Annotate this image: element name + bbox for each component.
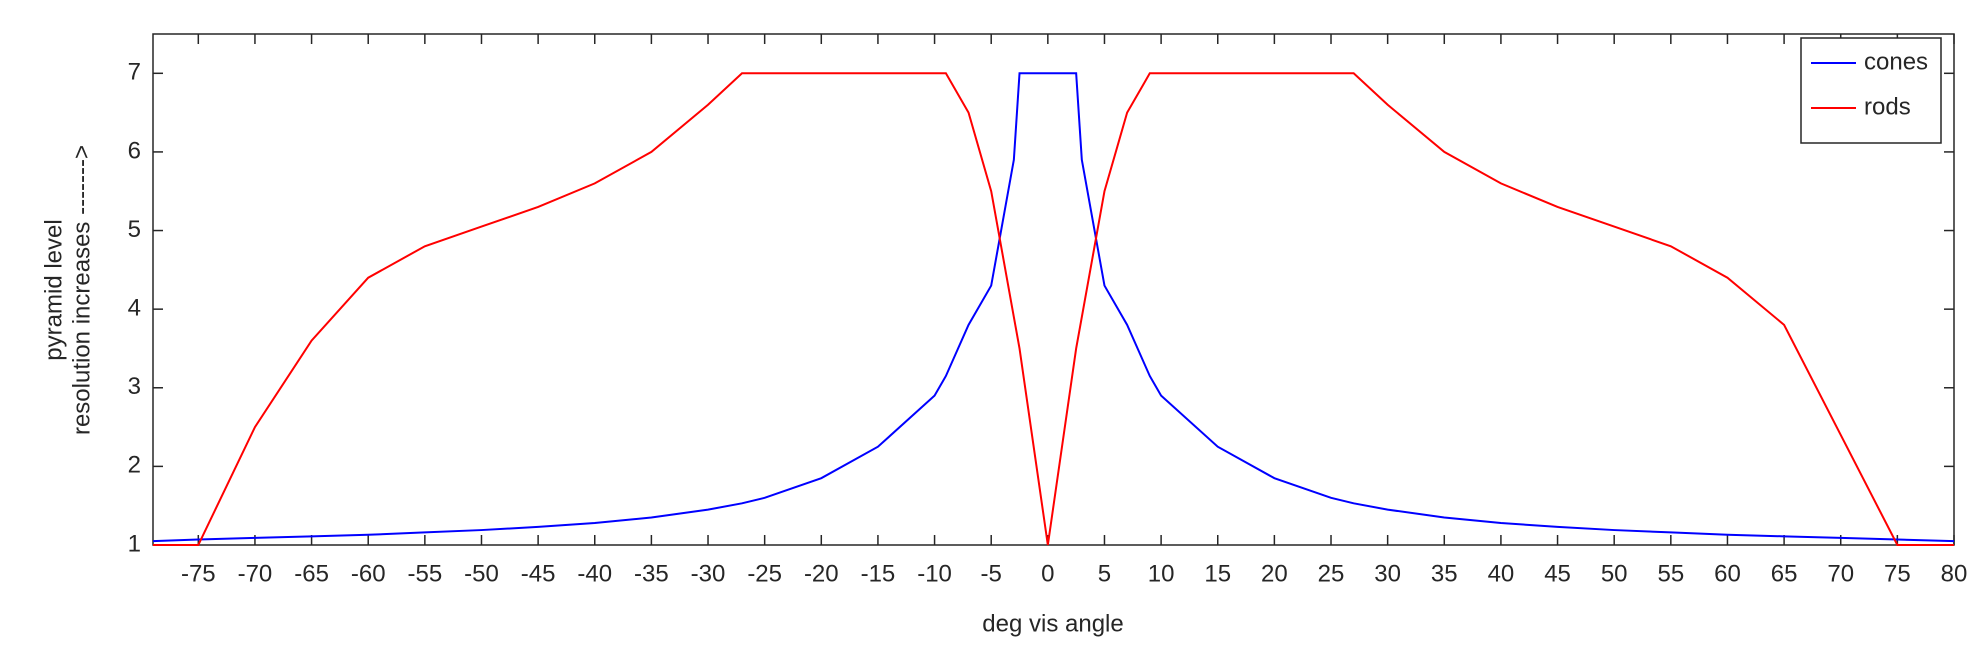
x-tick-label: 15 (1204, 560, 1231, 587)
x-tick-label: -60 (351, 560, 386, 587)
line-series (152, 72, 1955, 543)
x-tick-label: 30 (1374, 560, 1401, 587)
x-tick-label: -5 (981, 560, 1002, 587)
y-tick-label: 2 (128, 452, 141, 479)
x-tick-label: 75 (1884, 560, 1911, 587)
x-tick-label: -45 (521, 560, 556, 587)
x-tick-label: -70 (238, 560, 273, 587)
legend-box (1800, 37, 1942, 144)
x-tick-label: -55 (408, 560, 443, 587)
line-series (153, 72, 1954, 546)
y-axis-label: resolution increases -------> (68, 145, 95, 435)
x-tick-label: -40 (577, 560, 612, 587)
legend-label: cones (1864, 48, 1928, 75)
legend-label: rods (1864, 93, 1911, 120)
x-tick-label: -25 (747, 560, 782, 587)
x-tick-label: -30 (691, 560, 726, 587)
x-tick-label: 10 (1148, 560, 1175, 587)
x-tick-label: 50 (1601, 560, 1628, 587)
x-tick-label: -75 (181, 560, 216, 587)
x-tick-label: -35 (634, 560, 669, 587)
y-axis-label: pyramid level (40, 219, 67, 360)
x-tick-label: -20 (804, 560, 839, 587)
x-tick-label: 45 (1544, 560, 1571, 587)
y-tick-label: 5 (128, 216, 141, 243)
y-tick-label: 3 (128, 373, 141, 400)
x-tick-label: 80 (1941, 560, 1968, 587)
x-tick-label: 20 (1261, 560, 1288, 587)
x-tick-label: 65 (1771, 560, 1798, 587)
x-tick-label: 70 (1827, 560, 1854, 587)
x-tick-label: 55 (1657, 560, 1684, 587)
x-tick-label: -65 (294, 560, 329, 587)
x-tick-label: -15 (861, 560, 896, 587)
y-tick-label: 1 (128, 530, 141, 557)
x-tick-label: 40 (1488, 560, 1515, 587)
x-tick-label: 0 (1041, 560, 1054, 587)
y-tick-label: 6 (128, 137, 141, 164)
x-tick-label: 25 (1318, 560, 1345, 587)
x-tick-label: -10 (917, 560, 952, 587)
y-tick-label: 4 (128, 294, 141, 321)
y-tick-label: 7 (128, 59, 141, 86)
x-tick-label: -50 (464, 560, 499, 587)
plot-frame (152, 33, 1955, 546)
x-tick-label: 60 (1714, 560, 1741, 587)
x-tick-label: 35 (1431, 560, 1458, 587)
x-tick-label: 5 (1098, 560, 1111, 587)
x-axis-label: deg vis angle (982, 610, 1123, 637)
